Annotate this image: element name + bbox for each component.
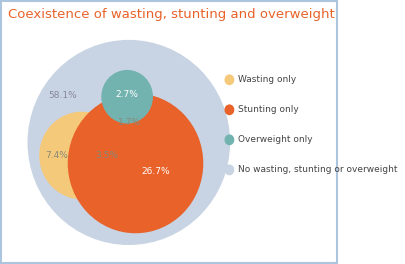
Ellipse shape	[225, 75, 234, 84]
Text: Overweight only: Overweight only	[238, 135, 312, 144]
Text: 3.5%: 3.5%	[96, 151, 119, 160]
Ellipse shape	[225, 165, 234, 175]
Text: 58.1%: 58.1%	[48, 91, 77, 100]
Ellipse shape	[225, 105, 234, 115]
Text: No wasting, stunting or overweight: No wasting, stunting or overweight	[238, 165, 397, 175]
Ellipse shape	[225, 135, 234, 144]
Ellipse shape	[28, 41, 229, 244]
Text: 7.4%: 7.4%	[45, 151, 68, 160]
Ellipse shape	[102, 70, 152, 123]
Text: Wasting only: Wasting only	[238, 75, 296, 84]
Text: Stunting only: Stunting only	[238, 105, 298, 114]
Ellipse shape	[40, 112, 124, 199]
Text: 26.7%: 26.7%	[141, 167, 170, 176]
Ellipse shape	[68, 94, 202, 233]
Text: 2.7%: 2.7%	[116, 89, 139, 99]
Text: 1.7%: 1.7%	[118, 118, 141, 127]
Text: Coexistence of wasting, stunting and overweight: Coexistence of wasting, stunting and ove…	[8, 8, 335, 21]
